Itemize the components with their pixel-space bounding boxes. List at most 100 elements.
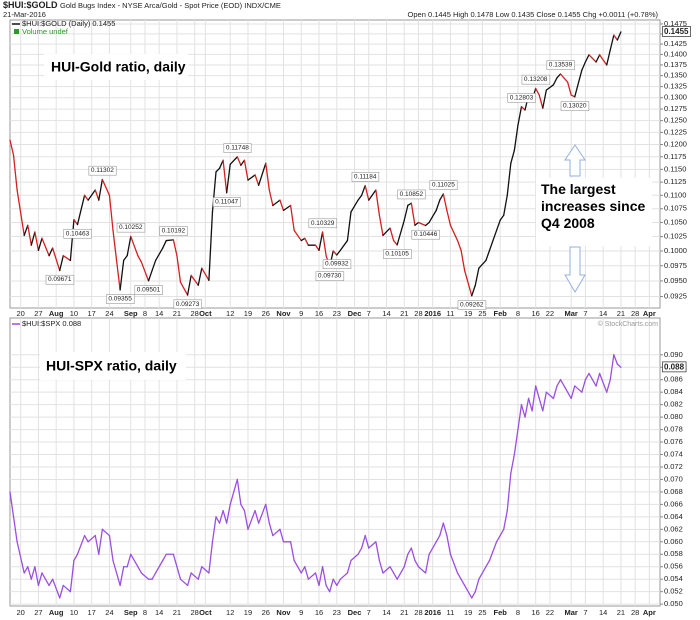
line-segment [414, 559, 420, 568]
y-tick-label: 0.052 [664, 587, 683, 596]
line-segment [318, 566, 324, 587]
x-tick-label: 21 [173, 608, 181, 617]
line-segment [588, 54, 597, 63]
line-segment [581, 379, 587, 393]
line-segment [186, 274, 192, 296]
line-segment [559, 73, 569, 83]
y-tick-label: 0.1025 [664, 232, 687, 241]
line-segment [272, 528, 281, 537]
line-segment [27, 224, 32, 246]
line-segment [16, 189, 25, 237]
value-label: 0.09262 [460, 301, 484, 308]
line-segment [538, 397, 544, 412]
line-segment [531, 385, 537, 412]
y-tick-label: 0.1400 [664, 49, 687, 58]
x-tick-label: 16 [532, 608, 540, 617]
line-segment [115, 259, 121, 291]
line-segment [307, 572, 317, 580]
line-segment [463, 269, 473, 297]
x-tick-label: 22 [546, 608, 554, 617]
x-tick-label: 8 [516, 608, 520, 617]
line-segment [222, 159, 228, 194]
x-tick-label: 9 [299, 608, 303, 617]
value-label: 0.09671 [48, 276, 72, 283]
line-segment [336, 249, 341, 256]
up-arrow [564, 144, 586, 177]
line-segment [446, 209, 452, 226]
line-segment [517, 105, 523, 126]
x-tick-label: 17 [88, 309, 96, 318]
line-segment [76, 194, 86, 226]
line-segment [616, 363, 622, 368]
line-segment [442, 193, 448, 212]
x-tick-label: 14 [155, 608, 163, 617]
line-segment [165, 239, 175, 242]
line-segment [598, 54, 608, 66]
y-tick-label: 0.084 [664, 387, 683, 396]
line-segment [545, 84, 555, 91]
line-segment [257, 503, 267, 524]
y-tick-label: 0.066 [664, 499, 683, 508]
line-segment [407, 547, 413, 555]
line-segment [30, 231, 36, 246]
line-segment [272, 199, 281, 207]
quote: Open 0.1445 High 0.1478 Low 0.1435 Close… [408, 10, 659, 19]
line-segment [535, 385, 540, 400]
line-segment [208, 541, 214, 574]
line-segment [503, 194, 508, 216]
line-segment [556, 379, 562, 387]
line-segment [609, 354, 615, 381]
legend-label: Volume undef [22, 27, 69, 36]
line-segment [403, 553, 409, 568]
line-segment [108, 194, 114, 231]
value-label: 0.12803 [510, 94, 534, 101]
value-label-box [507, 93, 536, 103]
line-segment [94, 534, 100, 555]
line-segment [226, 503, 231, 524]
line-segment [218, 159, 224, 169]
x-tick-label: Dec [348, 309, 362, 318]
line-segment [503, 509, 508, 530]
value-label: 0.13539 [549, 62, 573, 69]
line-segment [126, 235, 132, 257]
line-segment [215, 516, 221, 524]
line-segment [37, 572, 43, 587]
y-tick-label: 0.090 [664, 350, 683, 359]
description: Gold Bugs Index - NYSE Arca/Gold - Spot … [60, 1, 281, 10]
y-tick-label: 0.062 [664, 524, 683, 533]
line-segment [9, 139, 15, 156]
line-segment [357, 194, 363, 201]
y-tick-label: 0.1300 [664, 93, 687, 102]
line-segment [368, 189, 377, 201]
line-segment [62, 584, 72, 593]
line-segment [314, 572, 320, 587]
line-segment [332, 250, 338, 256]
line-segment [112, 559, 118, 574]
y-tick-label: 0.068 [664, 487, 683, 496]
y-tick-label: 0.0950 [664, 276, 687, 285]
line-segment [595, 372, 601, 387]
line-segment [94, 189, 100, 201]
x-tick-label: Nov [276, 608, 291, 617]
line-segment [87, 189, 96, 201]
line-segment [115, 572, 121, 587]
line-segment [424, 221, 430, 227]
x-tick-label: 17 [88, 608, 96, 617]
value-label: 0.11184 [354, 173, 377, 180]
line-segment [154, 247, 164, 262]
line-segment [83, 534, 89, 543]
value-label-box [212, 197, 241, 207]
line-segment [9, 491, 15, 518]
line-segment [130, 553, 139, 568]
line-segment [488, 229, 498, 252]
value-label-box [308, 218, 337, 229]
value-label: 0.11047 [215, 199, 238, 206]
line-segment [126, 553, 132, 568]
line-segment [179, 281, 189, 296]
line-segment [442, 522, 448, 537]
x-tick-label: 26 [262, 608, 270, 617]
line-segment [396, 566, 405, 580]
line-segment [197, 267, 203, 286]
value-label-box [546, 60, 575, 71]
line-segment [499, 528, 505, 537]
